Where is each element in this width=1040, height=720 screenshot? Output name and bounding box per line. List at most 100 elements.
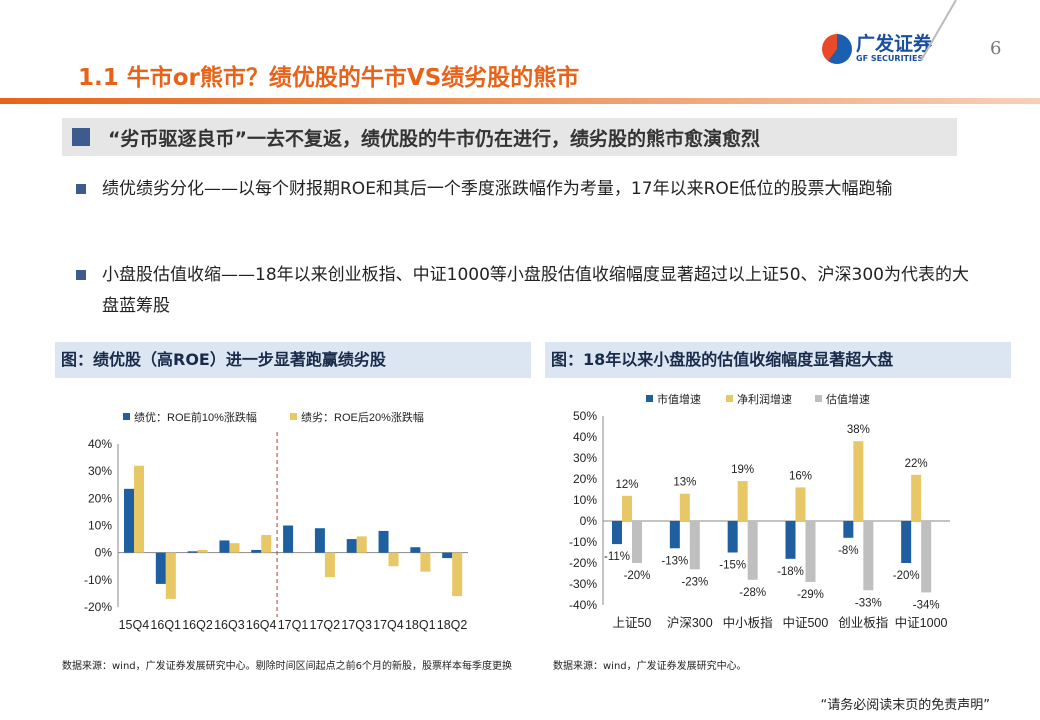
- bar: [134, 465, 144, 553]
- bar: [410, 547, 421, 553]
- data-label: -13%: [661, 555, 688, 567]
- legend-label: 市值增速: [657, 392, 701, 406]
- bar: [901, 521, 912, 563]
- x-tick-label: 中证1000: [895, 615, 948, 630]
- bar: [843, 521, 854, 538]
- logo: 广发证券 GF SECURITIES: [822, 34, 932, 64]
- bar: [388, 552, 399, 567]
- data-label: -29%: [797, 589, 824, 601]
- x-tick-label: 16Q2: [182, 618, 213, 632]
- y-tick-label: -20%: [84, 600, 112, 614]
- data-label: 38%: [847, 424, 870, 436]
- data-label: 22%: [905, 458, 928, 470]
- y-tick-label: 20%: [88, 491, 112, 505]
- bar: [155, 552, 166, 584]
- y-tick-label: 50%: [573, 409, 597, 423]
- x-tick-label: 16Q1: [150, 618, 181, 632]
- x-tick-label: 中证500: [782, 615, 828, 630]
- bar: [324, 552, 335, 578]
- left-source: 数据来源：wind，广发证券发展研究中心。剔除时间区间起点之前6个月的新股，股票…: [62, 661, 513, 672]
- y-tick-label: -30%: [569, 577, 597, 591]
- y-tick-label: -10%: [569, 535, 597, 549]
- bar: [795, 487, 806, 521]
- y-tick-label: 20%: [573, 472, 597, 486]
- y-tick-label: 40%: [573, 430, 597, 444]
- legend-label: 绩优：ROE前10%涨跌幅: [134, 410, 257, 424]
- bullet-item: 绩优绩劣分化——以每个财报期ROE和其后一个季度涨跌幅作为考量，17年以来ROE…: [76, 174, 982, 205]
- section-heading: “劣币驱逐良币”一去不复返，绩优股的牛市仍在进行，绩劣股的熊市愈演愈烈: [62, 118, 957, 156]
- legend-label: 估值增速: [826, 392, 870, 406]
- y-tick-label: -40%: [569, 598, 597, 612]
- bar: [747, 521, 758, 580]
- bar: [314, 528, 325, 553]
- bar: [187, 551, 198, 553]
- x-tick-label: 17Q2: [310, 618, 341, 632]
- y-tick-label: 30%: [573, 451, 597, 465]
- data-label: 13%: [673, 477, 696, 489]
- x-tick-label: 15Q4: [119, 618, 150, 632]
- bar: [679, 493, 690, 521]
- bar: [452, 552, 463, 597]
- legend-swatch: [815, 395, 822, 402]
- bar: [853, 441, 864, 521]
- bar: [737, 481, 748, 521]
- bar: [669, 521, 680, 549]
- bar: [420, 552, 431, 572]
- data-label: -11%: [604, 551, 630, 563]
- bar: [229, 543, 240, 553]
- bar: [356, 536, 367, 553]
- bullet-item: 小盘股估值收缩——18年以来创业板指、中证1000等小盘股估值收缩幅度显著超过以…: [76, 260, 982, 322]
- logo-subtext: GF SECURITIES: [856, 54, 924, 63]
- y-tick-label: -10%: [84, 573, 112, 587]
- bar: [378, 530, 389, 553]
- bar: [689, 521, 700, 570]
- x-tick-label: 17Q1: [278, 618, 309, 632]
- legend-swatch: [726, 395, 733, 402]
- bar: [612, 521, 622, 545]
- bar: [727, 521, 738, 553]
- y-tick-label: 10%: [573, 493, 597, 507]
- x-tick-label: 上证50: [612, 616, 651, 630]
- bar: [165, 552, 176, 599]
- legend-label: 绩劣：ROE后20%涨跌幅: [301, 410, 424, 424]
- disclaimer: “请务必阅读末页的免责声明”: [820, 698, 990, 713]
- data-label: -15%: [719, 560, 746, 572]
- data-label: -18%: [777, 566, 804, 578]
- y-tick-label: 0%: [95, 546, 113, 560]
- bar: [785, 521, 796, 559]
- data-label: -33%: [855, 597, 882, 609]
- x-tick-label: 16Q4: [246, 618, 277, 632]
- x-tick-label: 创业板指: [838, 615, 888, 630]
- square-bullet-icon: [72, 128, 90, 146]
- y-tick-label: 0%: [580, 514, 598, 528]
- bar: [283, 525, 294, 553]
- bar: [622, 495, 632, 521]
- bar: [805, 521, 816, 582]
- bar: [632, 521, 642, 563]
- bar: [219, 540, 230, 553]
- bar: [261, 535, 272, 553]
- data-label: 19%: [731, 464, 754, 476]
- x-tick-label: 17Q4: [373, 618, 404, 632]
- data-label: -34%: [913, 599, 940, 611]
- data-label: 12%: [615, 479, 638, 491]
- y-tick-label: 10%: [88, 519, 112, 533]
- logo-text: 广发证券: [856, 33, 933, 55]
- bar: [197, 549, 208, 553]
- bar: [863, 521, 874, 591]
- bar: [442, 552, 453, 559]
- legend-label: 净利润增速: [737, 392, 792, 406]
- x-tick-label: 18Q2: [437, 618, 468, 632]
- data-label: 16%: [789, 470, 812, 482]
- header-bar: [0, 98, 1040, 104]
- right-chart-caption: 图：18年以来小盘股的估值收缩幅度显著超大盘: [545, 342, 1011, 378]
- y-tick-label: 30%: [88, 464, 112, 478]
- data-label: -28%: [739, 587, 766, 599]
- data-label: -23%: [681, 576, 708, 588]
- bar: [921, 521, 932, 593]
- x-tick-label: 16Q3: [214, 618, 245, 632]
- page-number: 6: [990, 38, 1002, 59]
- legend-swatch: [290, 413, 297, 420]
- data-label: -20%: [893, 570, 920, 582]
- y-tick-label: -20%: [569, 556, 597, 570]
